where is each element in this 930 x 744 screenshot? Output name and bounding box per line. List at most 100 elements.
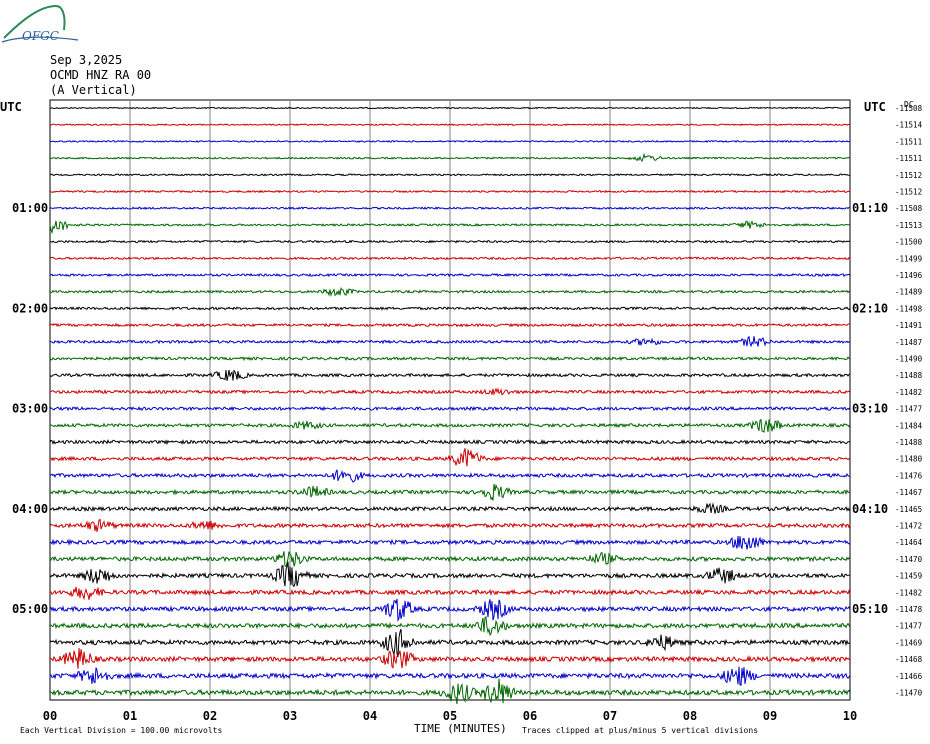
dc-offset-label: -11466 — [895, 672, 923, 681]
left-time-label: 05:00 — [12, 602, 48, 616]
dc-offset-label: -11478 — [895, 605, 923, 614]
seismic-trace — [49, 355, 851, 362]
dc-offset-label: -11514 — [895, 121, 923, 130]
seismic-trace — [49, 628, 851, 657]
seismic-trace — [49, 678, 851, 705]
logo-text: OFGC — [22, 29, 59, 43]
seismic-trace — [49, 418, 851, 433]
x-tick-label: 00 — [43, 709, 57, 723]
x-tick-label: 07 — [603, 709, 617, 723]
dc-offset-label: -11482 — [895, 388, 922, 397]
seismic-trace — [49, 483, 851, 501]
seismic-trace — [49, 387, 851, 396]
dc-offset-label: -11512 — [895, 171, 922, 180]
right-axis-title: UTC — [864, 100, 886, 114]
seismic-trace — [49, 220, 851, 235]
dc-offset-label: -11470 — [895, 689, 923, 698]
seismic-trace — [49, 305, 851, 311]
header-component: (A Vertical) — [50, 83, 137, 97]
x-tick-label: 10 — [843, 709, 857, 723]
seismic-trace — [49, 152, 851, 163]
dc-offset-label: -11508 — [895, 204, 923, 213]
right-time-label: 02:10 — [852, 301, 888, 315]
dc-offset-label: -11480 — [895, 455, 923, 464]
dc-offset-label: -11476 — [895, 471, 923, 480]
dc-offset-label: -11487 — [895, 338, 922, 347]
dc-offset-label: -11489 — [895, 288, 922, 297]
dc-offset-label: -11512 — [895, 188, 922, 197]
dc-offset-label: -11513 — [895, 221, 922, 230]
header-station: OCMD HNZ RA 00 — [50, 68, 152, 82]
dc-offset-label: -11468 — [895, 655, 923, 664]
seismic-trace — [49, 173, 851, 177]
dc-offset-label: -11470 — [895, 555, 923, 564]
dc-offset-label: -11499 — [895, 254, 922, 263]
dc-offset-label: -11482 — [895, 588, 922, 597]
x-axis-title: TIME (MINUTES) — [414, 722, 507, 735]
seismic-trace — [49, 616, 851, 636]
x-tick-label: 06 — [523, 709, 537, 723]
logo-swoosh-icon — [3, 4, 66, 39]
seismic-trace — [49, 335, 851, 348]
dc-offset-label: -11500 — [895, 238, 923, 247]
left-time-label: 03:00 — [12, 402, 48, 416]
seismic-trace — [49, 256, 851, 261]
seismic-trace — [49, 448, 851, 467]
dc-offset-label: -11469 — [895, 638, 922, 647]
dc-offset-label: -11488 — [895, 438, 923, 447]
dc-offset-label: -11511 — [895, 154, 922, 163]
dc-offset-label: -11490 — [895, 355, 923, 364]
seismic-trace — [49, 189, 851, 194]
seismic-trace — [49, 518, 851, 532]
seismic-trace — [49, 106, 851, 110]
x-tick-label: 05 — [443, 709, 457, 723]
left-axis-title: UTC — [0, 100, 22, 114]
left-time-label: 01:00 — [12, 201, 48, 215]
right-time-label: 03:10 — [852, 402, 888, 416]
dc-offset-label: -11459 — [895, 572, 922, 581]
seismic-trace — [49, 561, 851, 588]
seismic-trace — [49, 647, 851, 669]
right-time-label: 01:10 — [852, 201, 888, 215]
dc-offset-label: -11464 — [895, 538, 923, 547]
right-time-label: 05:10 — [852, 602, 888, 616]
dc-offset-label: -11465 — [895, 505, 922, 514]
seismic-trace — [49, 206, 850, 211]
dc-offset-label: -11477 — [895, 405, 922, 414]
seismic-trace — [49, 586, 851, 601]
seismic-trace — [49, 123, 851, 127]
right-col-title: DC — [904, 100, 914, 109]
header-date: Sep 3,2025 — [50, 53, 123, 67]
ofgc-logo: OFGC — [1, 4, 79, 43]
dc-offset-label: -11467 — [895, 488, 922, 497]
x-tick-label: 02 — [203, 709, 217, 723]
x-tick-label: 03 — [283, 709, 297, 723]
seismic-trace — [50, 272, 851, 278]
seismic-trace — [49, 536, 851, 550]
seismic-trace — [49, 369, 851, 381]
dc-offset-label: -11472 — [895, 522, 922, 531]
footer-scale-note: Each Vertical Division = 100.00 microvol… — [20, 726, 223, 735]
seismic-trace — [49, 666, 851, 686]
seismic-trace — [49, 139, 851, 143]
left-time-label: 02:00 — [12, 301, 48, 315]
x-tick-label: 01 — [123, 709, 137, 723]
right-time-label: 04:10 — [852, 502, 888, 516]
dc-offset-label: -11488 — [895, 371, 923, 380]
dc-offset-label: -11511 — [895, 137, 922, 146]
seismic-trace — [49, 551, 851, 568]
dc-offset-label: -11508 — [895, 104, 923, 113]
seismic-trace — [49, 322, 851, 328]
seismic-trace — [49, 469, 851, 483]
seismic-trace — [49, 502, 851, 514]
x-tick-label: 09 — [763, 709, 777, 723]
footer-clip-note: Traces clipped at plus/minus 5 vertical … — [522, 726, 759, 735]
seismic-trace — [49, 239, 851, 244]
x-tick-label: 08 — [683, 709, 697, 723]
dc-offset-label: -11491 — [895, 321, 922, 330]
seismic-trace — [49, 438, 851, 446]
left-time-label: 04:00 — [12, 502, 48, 516]
seismic-trace — [49, 286, 851, 297]
dc-offset-label: -11484 — [895, 421, 923, 430]
